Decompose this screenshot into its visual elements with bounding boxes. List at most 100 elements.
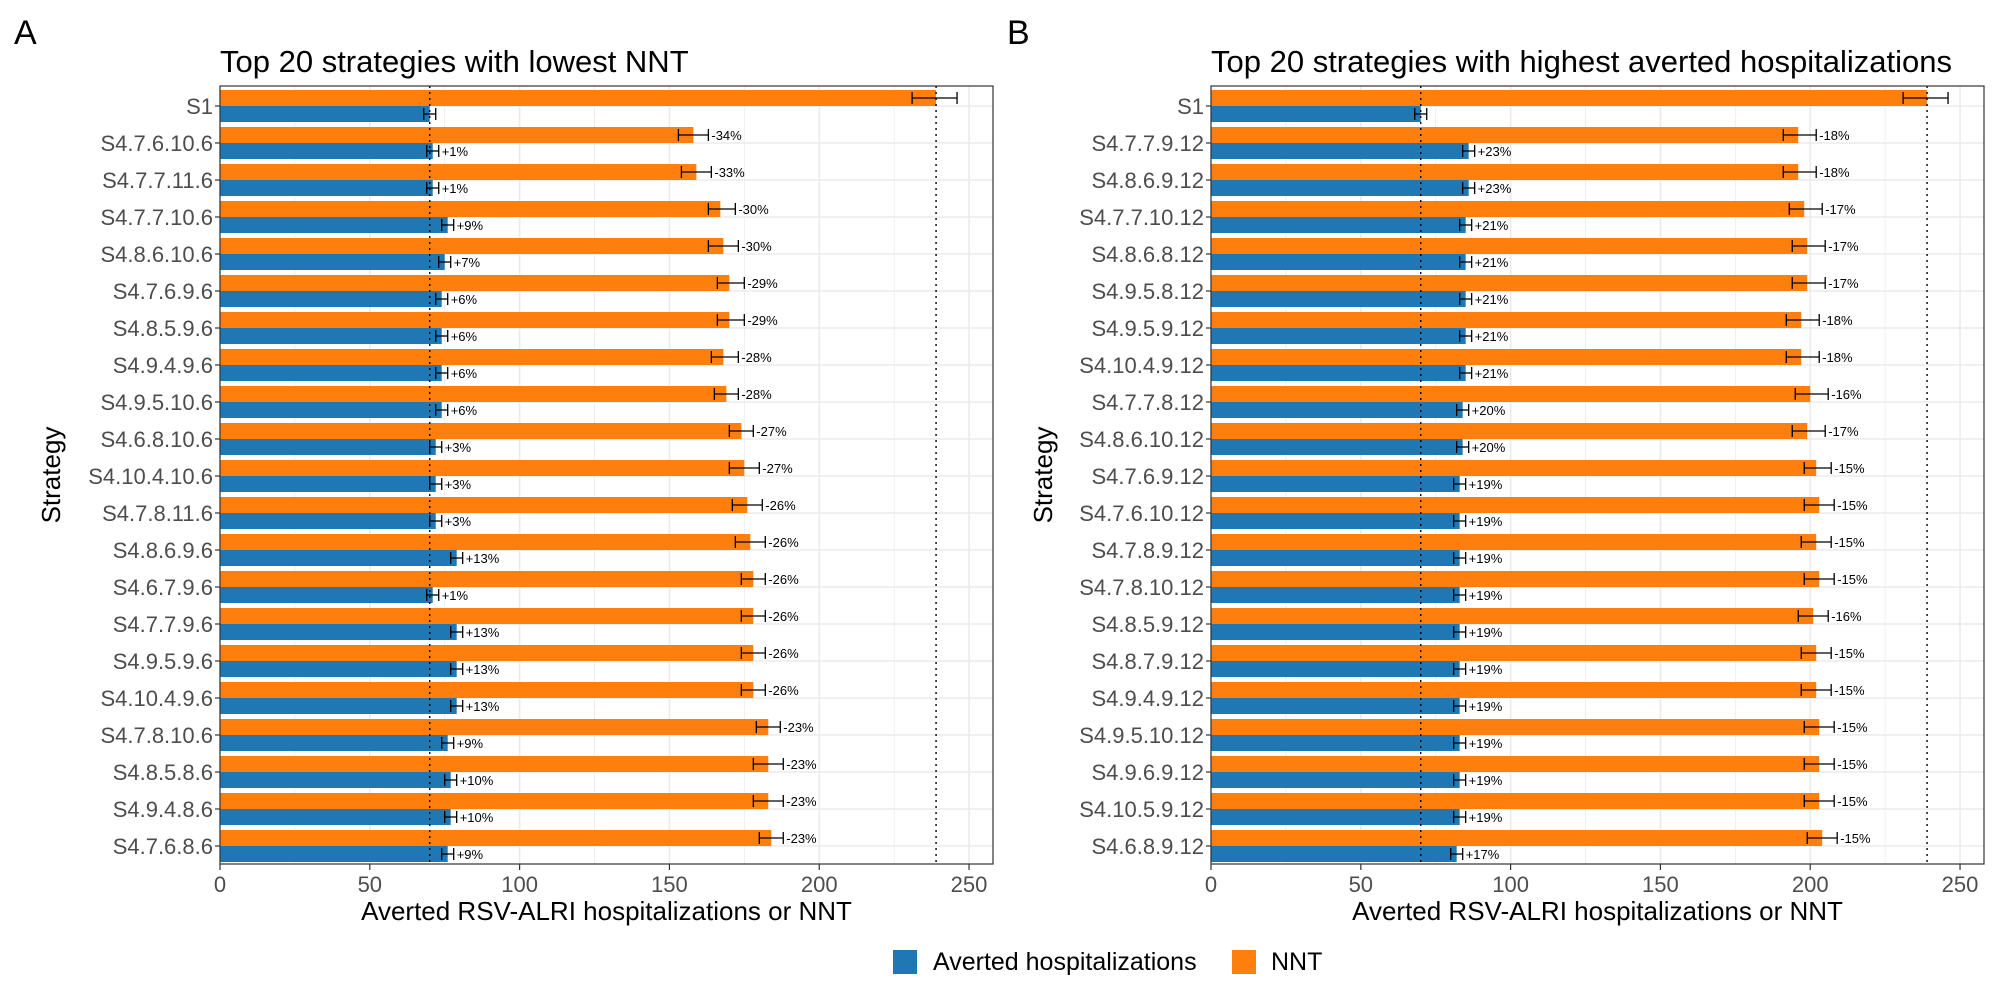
legend-label-averted: Averted hospitalizations: [933, 948, 1197, 976]
bar-nnt: [1211, 312, 1802, 328]
data-label: -18%: [1822, 350, 1853, 365]
y-tick-label: S4.9.5.9.6: [113, 649, 213, 674]
panel-a: A Top 20 strategies with lowest NNT -34% -3…: [14, 14, 994, 926]
bar-nnt: [1211, 460, 1817, 476]
data-label: +23%: [1478, 181, 1512, 196]
data-label: -17%: [1825, 202, 1856, 217]
data-label: -18%: [1819, 165, 1850, 180]
bar-averted: [1211, 550, 1460, 566]
data-label: +19%: [1469, 736, 1503, 751]
y-tick-label: S4.7.7.11.6: [102, 168, 213, 193]
data-label: +13%: [466, 625, 500, 640]
bar-averted: [220, 846, 448, 862]
data-label: -15%: [1834, 535, 1865, 550]
y-tick-label: S4.7.7.9.12: [1091, 131, 1204, 156]
data-label: -30%: [738, 202, 769, 217]
data-label: +19%: [1469, 662, 1503, 677]
y-tick-label: S4.9.5.8.12: [1091, 279, 1204, 304]
y-tick-label: S4.9.4.9.6: [113, 353, 213, 378]
data-label: +10%: [460, 810, 494, 825]
y-tick-label: S4.10.4.9.6: [100, 686, 213, 711]
data-label: +21%: [1475, 292, 1509, 307]
y-tick-label: S4.7.6.8.6: [113, 834, 213, 859]
bar-averted: [220, 550, 457, 566]
data-label: -26%: [768, 535, 799, 550]
bar-averted: [1211, 254, 1466, 270]
data-label: -27%: [756, 424, 787, 439]
bar-averted: [1211, 365, 1466, 381]
legend-swatch-nnt: [1232, 950, 1256, 974]
data-label: +1%: [442, 181, 469, 196]
x-tick-label: 200: [1792, 872, 1829, 897]
y-tick-label: S4.8.6.9.6: [113, 538, 213, 563]
data-label: -15%: [1837, 757, 1868, 772]
data-label: -28%: [741, 387, 772, 402]
data-label: +6%: [451, 329, 478, 344]
bar-averted: [1211, 698, 1460, 714]
data-label: -26%: [765, 498, 796, 513]
x-tick-label: 50: [1349, 872, 1373, 897]
bar-nnt: [220, 460, 745, 476]
x-tick-label: 100: [501, 872, 538, 897]
data-label: +9%: [457, 736, 484, 751]
data-label: -28%: [741, 350, 772, 365]
legend-swatch-averted: [893, 950, 917, 974]
bar-averted: [1211, 291, 1466, 307]
y-tick-label: S4.7.6.9.12: [1091, 464, 1204, 489]
x-tick-label: 150: [1642, 872, 1679, 897]
chart-title: Top 20 strategies with lowest NNT: [220, 44, 689, 79]
data-label: +13%: [466, 551, 500, 566]
data-label: -15%: [1834, 646, 1865, 661]
bar-averted: [220, 624, 457, 640]
data-label: +13%: [466, 662, 500, 677]
data-label: -18%: [1819, 128, 1850, 143]
data-label: +17%: [1466, 847, 1500, 862]
data-label: -15%: [1834, 461, 1865, 476]
bar-averted: [220, 698, 457, 714]
bar-averted: [1211, 439, 1463, 455]
y-tick-label: S4.7.6.9.6: [113, 279, 213, 304]
panel-b: B Top 20 strategies with highest averted …: [1007, 14, 1985, 926]
bar-averted: [1211, 661, 1460, 677]
data-label: +19%: [1469, 773, 1503, 788]
bar-nnt: [220, 645, 754, 661]
x-tick-label: 50: [358, 872, 382, 897]
y-tick-label: S4.9.4.8.6: [113, 797, 213, 822]
data-label: -15%: [1837, 498, 1868, 513]
bar-nnt: [220, 756, 769, 772]
data-label: -23%: [786, 831, 817, 846]
y-tick-label: S4.7.7.10.12: [1079, 205, 1204, 230]
bar-averted: [220, 254, 445, 270]
y-tick-label: S4.8.5.9.12: [1091, 612, 1204, 637]
bar-nnt: [1211, 386, 1811, 402]
data-label: -17%: [1828, 424, 1859, 439]
y-tick-label: S4.8.6.10.12: [1079, 427, 1204, 452]
data-label: -15%: [1837, 720, 1868, 735]
bar-nnt: [220, 275, 730, 291]
panel-letter: B: [1007, 14, 1030, 52]
bar-averted: [1211, 106, 1421, 122]
bar-averted: [220, 328, 442, 344]
bar-averted: [220, 513, 436, 529]
y-tick-label: S4.7.8.10.6: [100, 723, 213, 748]
data-label: -33%: [714, 165, 745, 180]
data-label: +19%: [1469, 477, 1503, 492]
bar-averted: [220, 365, 442, 381]
data-label: +3%: [445, 477, 472, 492]
bar-nnt: [220, 238, 724, 254]
legend: Averted hospitalizations NNT: [893, 948, 1322, 976]
bar-nnt: [220, 201, 721, 217]
bar-averted: [220, 735, 448, 751]
y-tick-label: S4.6.8.10.6: [100, 427, 213, 452]
bar-nnt: [220, 312, 730, 328]
bar-averted: [220, 661, 457, 677]
data-label: -15%: [1837, 572, 1868, 587]
bar-averted: [220, 143, 433, 159]
y-tick-label: S4.8.5.8.6: [113, 760, 213, 785]
bar-averted: [1211, 328, 1466, 344]
bar-nnt: [1211, 497, 1820, 513]
bar-averted: [1211, 624, 1460, 640]
data-label: +20%: [1472, 403, 1506, 418]
bar-nnt: [1211, 201, 1805, 217]
bar-nnt: [1211, 349, 1802, 365]
